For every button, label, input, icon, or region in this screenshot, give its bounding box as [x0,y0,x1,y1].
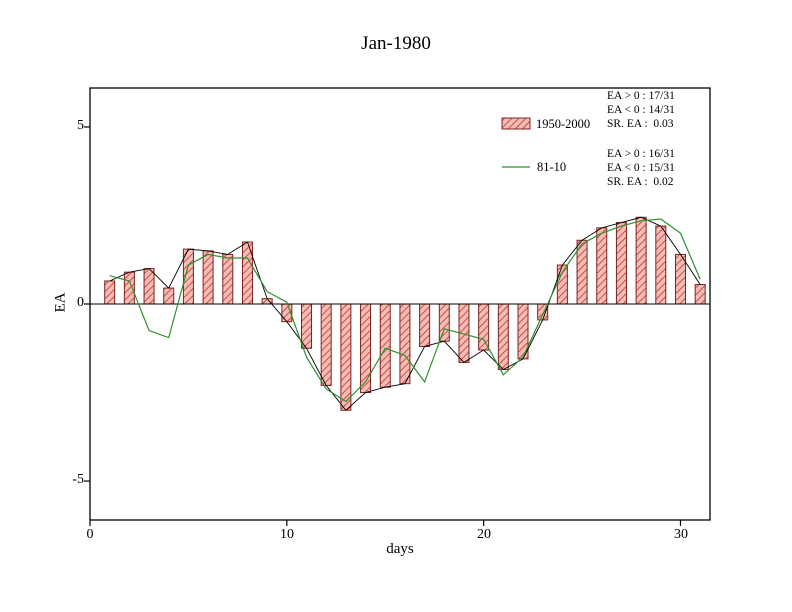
y-tick-label-5: 5 [77,118,84,133]
bar-day-12 [320,303,332,386]
stats-line-bars-negative: EA < 0 : 14/31 [607,104,675,116]
bar-day-17 [419,303,431,347]
stats-block-81-10: EA > 0 : 16/31 EA < 0 : 15/31 SR. EA : 0… [607,147,675,189]
bar-day-31 [694,284,706,305]
stats-line-line-sr: SR. EA : 0.02 [607,176,674,188]
bars-top-line [109,216,701,411]
bar-day-21 [497,303,509,371]
bar-day-1 [104,280,116,305]
chart-title: Jan-1980 [361,33,431,54]
bar-day-18 [438,303,450,342]
bar-day-15 [379,303,391,388]
x-tick-label-0: 0 [86,527,94,542]
bar-day-26 [596,227,608,305]
bar-day-2 [123,271,135,305]
bar-day-11 [301,303,313,349]
x-tick-label-30: 30 [674,527,688,542]
bar-day-6 [202,250,214,305]
line-81-10 [109,218,701,403]
bar-day-28 [635,216,647,305]
x-tick-label-10: 10 [280,527,294,542]
bar-day-16 [399,303,411,385]
bar-day-3 [143,268,155,305]
stats-block-1950-2000: EA > 0 : 17/31 EA < 0 : 14/31 SR. EA : 0… [607,89,675,131]
bar-day-30 [674,253,686,305]
stats-line-line-negative: EA < 0 : 15/31 [607,162,675,174]
stats-line-line-positive: EA > 0 : 16/31 [607,148,675,160]
legend-label-1950-2000: 1950-2000 [536,117,591,131]
stats-line-bars-sr: SR. EA : 0.03 [607,118,674,130]
y-tick-label-minus-5: -5 [72,472,84,487]
bar-day-4 [163,287,175,305]
bar-day-13 [340,303,352,411]
stats-line-bars-positive: EA > 0 : 17/31 [607,90,675,102]
bar-day-27 [615,222,627,305]
x-axis-label: days [386,541,414,557]
legend-label-81-10: 81-10 [537,160,567,174]
bar-day-20 [478,303,490,351]
bar-day-24 [556,264,568,305]
legend-swatch-1950-2000 [501,117,531,130]
bar-day-7 [222,253,234,305]
y-tick-label-0: 0 [77,295,84,310]
x-tick-label-20: 20 [477,527,491,542]
bar-day-14 [360,303,372,394]
bar-day-29 [655,225,667,305]
